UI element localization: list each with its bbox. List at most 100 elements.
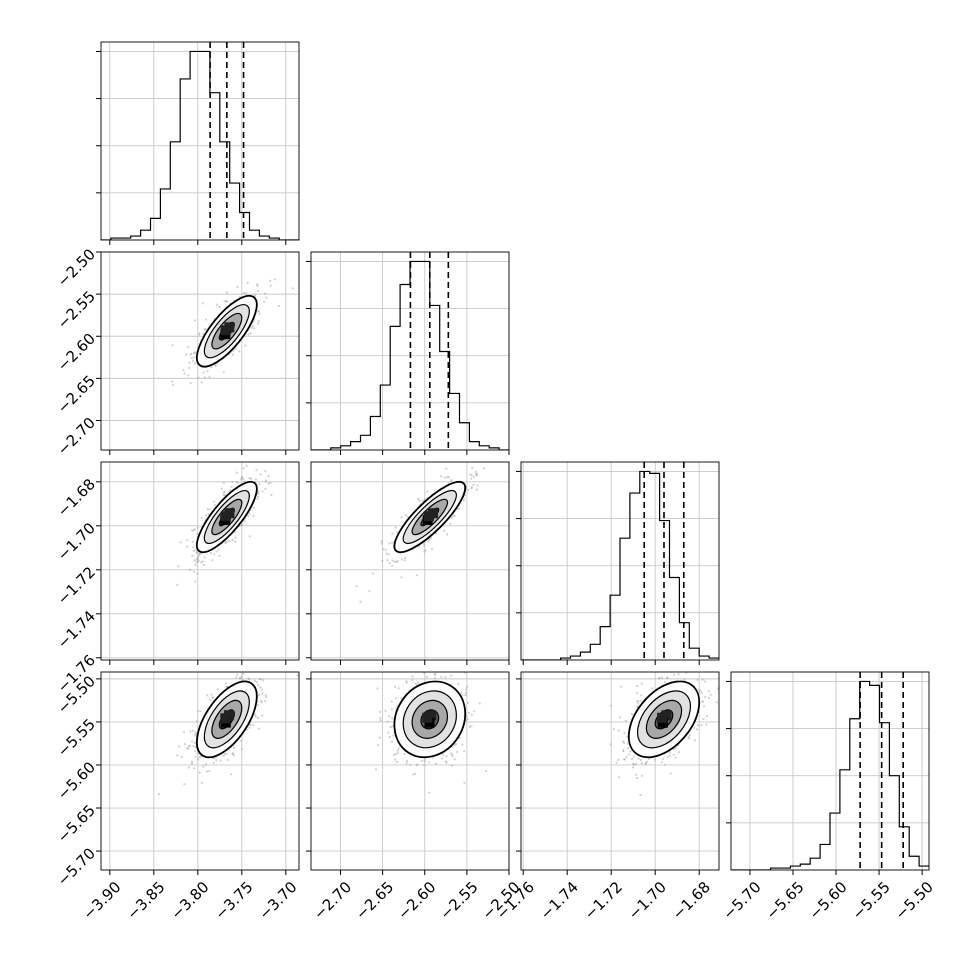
scatter-point [630,712,634,716]
scatter-point [380,542,383,545]
scatter-point [225,299,228,303]
scatter-point [196,526,199,529]
scatter-point [464,672,467,674]
scatter-point [233,669,235,671]
scatter-point [208,508,211,511]
scatter-point [475,460,477,462]
scatter-point [470,713,473,717]
scatter-point [190,352,193,355]
scatter-point [376,687,379,690]
density-contours [196,480,258,554]
scatter-point [264,480,267,483]
scatter-point [463,781,466,785]
scatter-point [359,600,362,603]
scatter-point [617,729,620,732]
scatter-point [441,757,444,760]
scatter-point [696,678,699,682]
scatter-point [628,753,631,756]
scatter-point [225,752,228,755]
scatter-point [630,758,634,761]
scatter-point [475,473,478,476]
scatter-point [171,380,174,383]
scatter-point [390,541,394,544]
scatter-point [417,497,420,500]
scatter-point [193,767,196,770]
scatter-panel-1-0: −2.70−2.65−2.60−2.55−2.50 [54,245,300,459]
scatter-point [229,489,232,492]
scatter-point [485,456,487,458]
scatter-point [624,719,628,722]
x-tick-label: −1.68 [669,878,714,923]
scatter-point [291,287,294,290]
scatter-point [203,376,206,379]
scatter-point [623,732,626,735]
scatter-point [449,752,453,755]
scatter-point [450,516,453,520]
scatter-point [453,758,456,761]
scatter-point [196,752,199,755]
scatter-point [215,759,218,762]
scatter-point [198,552,201,555]
scatter-point [641,774,644,778]
scatter-point [660,676,664,679]
scatter-point [403,752,406,756]
scatter-point [256,497,259,500]
scatter-point [639,699,642,702]
scatter-point [204,763,207,766]
scatter-point [235,471,238,474]
scatter-point [195,561,198,564]
scatter-point [264,470,267,473]
scatter-point [423,550,426,553]
scatter-point [666,676,669,679]
scatter-point [277,304,280,308]
scatter-point [188,568,191,572]
scatter-point [640,682,643,685]
scatter-point [240,739,243,743]
scatter-point [430,547,434,551]
scatter-point [252,506,255,509]
scatter-point [405,762,408,765]
scatter-point [195,720,198,723]
scatter-point [374,768,378,771]
scatter-point [425,675,428,679]
scatter-panel-3-0: −5.70−5.65−5.60−5.55−5.50−3.90−3.85−3.80… [54,669,301,923]
panel-frame [100,671,300,871]
scatter-point [255,468,258,472]
scatter-point [232,754,235,757]
scatter-point [701,700,705,703]
histogram-series [521,470,719,660]
scatter-point [231,752,235,755]
scatter-point [418,499,421,502]
scatter-point [445,754,448,758]
scatter-point [191,740,194,743]
scatter-point [391,708,394,711]
scatter-point [248,535,251,538]
scatter-point [239,676,242,679]
scatter-point [242,467,245,470]
scatter-point [189,382,192,385]
scatter-point [669,772,672,775]
scatter-point [644,762,647,765]
scatter-point [700,724,703,727]
scatter-point [194,731,197,734]
scatter-point [196,560,200,563]
panel-frame [100,251,300,451]
scatter-point [240,523,243,527]
scatter-point [448,666,450,668]
scatter-point [445,761,448,764]
scatter-point [666,677,669,680]
scatter-point [391,564,394,567]
scatter-point [388,735,391,739]
scatter-point [662,757,665,760]
scatter-point [472,475,475,478]
scatter-point [444,676,447,679]
panel-frame [520,461,720,661]
y-tick-label: −2.55 [54,287,99,332]
scatter-point [658,676,661,680]
scatter-point [198,756,201,759]
scatter-point [446,476,449,479]
scatter-point [389,726,392,729]
scatter-point [405,514,408,517]
scatter-point [264,479,267,482]
scatter-point [256,492,260,495]
